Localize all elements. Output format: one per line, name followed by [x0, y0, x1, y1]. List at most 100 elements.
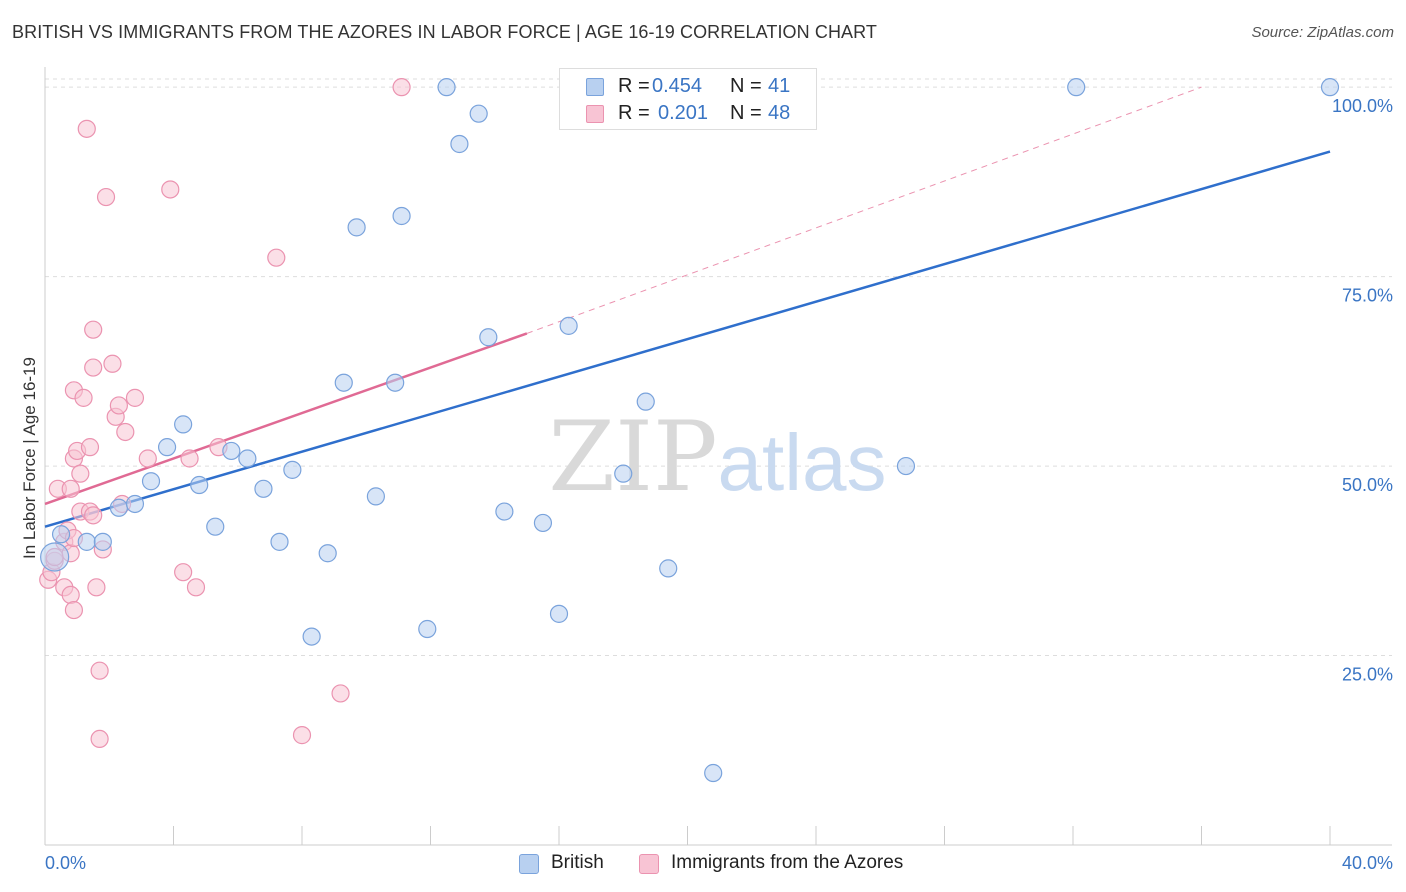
british-point: [659, 559, 678, 578]
british-point: [479, 328, 498, 347]
british-point: [347, 218, 366, 237]
y-tick-label: 25.0%: [1342, 665, 1393, 685]
british-point: [302, 627, 321, 646]
axes: [44, 67, 1392, 846]
azores-point: [84, 320, 103, 339]
british-point: [386, 373, 405, 392]
british-point: [222, 441, 241, 461]
british-point: [318, 544, 337, 563]
azores-point: [74, 388, 93, 407]
british-point: [190, 475, 209, 495]
legend-r-label: R =: [618, 102, 650, 124]
british-legend-label: British: [551, 852, 604, 873]
x-tick-label: 40.0%: [1342, 853, 1393, 873]
azores-point: [64, 600, 84, 620]
british-point: [469, 104, 488, 123]
british-point: [614, 464, 633, 483]
azores-point: [109, 396, 128, 415]
source-credit: Source: ZipAtlas.com: [1251, 24, 1394, 41]
correlation-legend: R = 0.454 N = 41 R = 0.201 N = 48: [559, 68, 817, 130]
legend-n-value: 41: [768, 75, 791, 97]
azores-point: [61, 479, 80, 498]
tick-labels: 25.0% 50.0% 75.0% 100.0% 0.0% 40.0%: [45, 96, 1393, 873]
azores-point: [125, 388, 145, 407]
azores-point: [71, 464, 90, 483]
british-point: [896, 456, 916, 476]
azores-swatch: [639, 854, 659, 874]
legend-n-label: N =: [730, 102, 762, 124]
british-point: [206, 517, 225, 536]
british-point: [549, 604, 569, 623]
azores-point: [186, 578, 206, 597]
azores-point: [392, 78, 411, 97]
grid-lines: [45, 78, 1392, 657]
azores-point: [96, 187, 116, 207]
azores-point: [103, 354, 122, 373]
british-point: [334, 373, 353, 392]
british-point: [450, 134, 469, 154]
british-points: [40, 78, 1340, 783]
azores-point: [331, 684, 350, 703]
british-point: [704, 763, 723, 783]
british-point: [238, 449, 257, 468]
x-tick-label: 0.0%: [45, 853, 86, 873]
azores-point: [61, 585, 80, 605]
british-swatch: [586, 78, 604, 96]
british-point: [125, 494, 145, 514]
british-point: [51, 525, 71, 544]
legend-n-label: N =: [730, 75, 762, 97]
y-tick-label: 75.0%: [1342, 286, 1393, 306]
british-point: [174, 415, 193, 434]
azores-point: [84, 358, 103, 377]
british-trend-line: [44, 150, 1331, 528]
british-point: [1067, 78, 1086, 97]
azores-point: [138, 449, 157, 468]
british-point: [109, 498, 128, 517]
azores-point: [116, 422, 135, 442]
british-point: [40, 542, 70, 572]
british-swatch: [519, 854, 539, 874]
british-point: [157, 438, 177, 457]
british-point: [141, 472, 161, 491]
legend-n-value: 48: [768, 102, 791, 124]
watermark-zip: ZIP: [548, 401, 717, 513]
azores-point: [77, 119, 96, 138]
azores-point: [90, 729, 109, 749]
british-point: [636, 392, 655, 411]
british-point: [418, 619, 437, 639]
azores-point: [267, 248, 286, 267]
british-point: [254, 479, 273, 498]
british-point: [1320, 78, 1340, 97]
british-point: [93, 532, 112, 551]
watermark-atlas: atlas: [718, 418, 887, 507]
british-point: [559, 316, 578, 335]
british-point: [437, 78, 456, 97]
azores-point: [80, 438, 100, 457]
azores-trend-extension: [526, 86, 1202, 334]
legend-r-value: 0.454: [652, 75, 703, 97]
azores-legend-label: Immigrants from the Azores: [671, 852, 904, 873]
chart-title: BRITISH VS IMMIGRANTS FROM THE AZORES IN…: [12, 22, 878, 42]
azores-point: [161, 180, 180, 199]
azores-swatch: [586, 105, 604, 123]
british-point: [270, 532, 289, 551]
azores-point: [90, 661, 109, 680]
british-point: [533, 513, 553, 533]
trend-lines: [44, 86, 1331, 528]
azores-point: [180, 449, 199, 468]
british-point: [77, 532, 96, 551]
british-point: [392, 206, 411, 226]
legend-r-label: R =: [618, 75, 650, 97]
azores-trend-line: [44, 332, 528, 506]
azores-point: [292, 726, 312, 745]
watermark: ZIP atlas: [548, 401, 886, 513]
y-tick-label: 50.0%: [1342, 475, 1393, 495]
azores-points: [39, 78, 411, 749]
british-point: [283, 460, 302, 479]
british-point: [366, 487, 385, 506]
y-tick-label: 100.0%: [1332, 96, 1393, 116]
azores-point: [174, 563, 193, 582]
azores-point: [87, 578, 106, 597]
british-point: [495, 502, 514, 521]
